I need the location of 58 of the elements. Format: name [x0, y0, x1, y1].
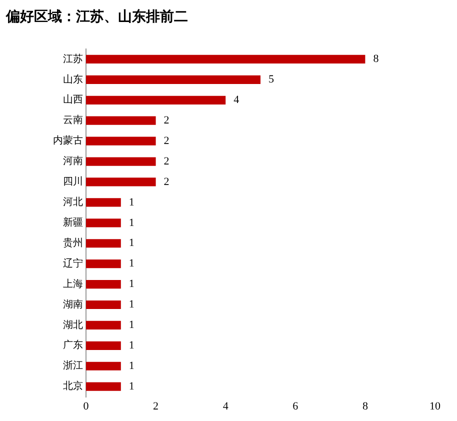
bar — [86, 218, 121, 228]
data-label: 1 — [128, 380, 134, 392]
data-label: 1 — [128, 196, 134, 208]
y-tick-label: 浙江 — [63, 360, 83, 372]
bar — [86, 178, 156, 186]
data-label: 1 — [128, 278, 134, 290]
y-tick-label: 广东 — [63, 339, 83, 352]
chart-title: 偏好区域：江苏、山东排前二 — [6, 8, 188, 26]
y-tick-label: 云南 — [63, 114, 83, 126]
data-label: 1 — [128, 360, 134, 372]
y-tick-label: 内蒙古 — [53, 134, 83, 147]
y-tick-label: 北京 — [63, 380, 83, 392]
x-tick-label: 4 — [222, 400, 229, 412]
bar — [86, 300, 121, 310]
x-tick-label: 10 — [430, 400, 441, 412]
y-tick-label: 江苏 — [63, 52, 83, 65]
data-label: 2 — [164, 176, 170, 188]
y-tick-label: 河北 — [63, 196, 83, 208]
y-tick-label: 湖南 — [63, 298, 83, 310]
bar — [86, 54, 366, 64]
bar — [86, 320, 121, 330]
x-tick-label: 2 — [153, 400, 159, 412]
y-tick-label: 河南 — [63, 155, 83, 168]
bar — [86, 116, 156, 125]
y-tick-label: 新疆 — [63, 216, 83, 228]
bar — [86, 75, 260, 84]
bar — [86, 239, 121, 248]
data-label: 1 — [128, 258, 134, 270]
y-tick-label: 辽宁 — [63, 257, 83, 270]
data-label: 1 — [128, 319, 134, 332]
bar — [86, 198, 121, 207]
data-label: 1 — [128, 298, 134, 311]
data-label: 1 — [128, 237, 134, 250]
y-tick-label: 贵州 — [63, 236, 83, 249]
y-tick-label: 四川 — [63, 176, 83, 188]
bar — [86, 341, 121, 350]
data-label: 2 — [164, 134, 170, 147]
bar — [86, 96, 226, 104]
y-tick-label: 山西 — [63, 94, 83, 106]
bar — [86, 280, 121, 289]
bar — [86, 260, 121, 268]
data-label: 8 — [373, 53, 380, 66]
data-label: 2 — [164, 114, 170, 126]
x-tick-label: 6 — [292, 400, 299, 412]
data-label: 1 — [128, 340, 134, 352]
bar — [86, 362, 121, 370]
bar — [86, 136, 156, 146]
data-label: 5 — [268, 74, 274, 86]
data-label: 1 — [128, 216, 134, 229]
bar — [86, 157, 156, 166]
data-label: 2 — [164, 155, 170, 168]
bar — [86, 382, 121, 391]
y-tick-label: 湖北 — [63, 318, 83, 331]
data-label: 4 — [234, 94, 240, 106]
y-tick-label: 上海 — [63, 278, 83, 290]
y-tick-label: 山东 — [63, 73, 83, 86]
x-tick-label: 8 — [362, 400, 368, 412]
x-tick-label: 0 — [83, 400, 90, 412]
